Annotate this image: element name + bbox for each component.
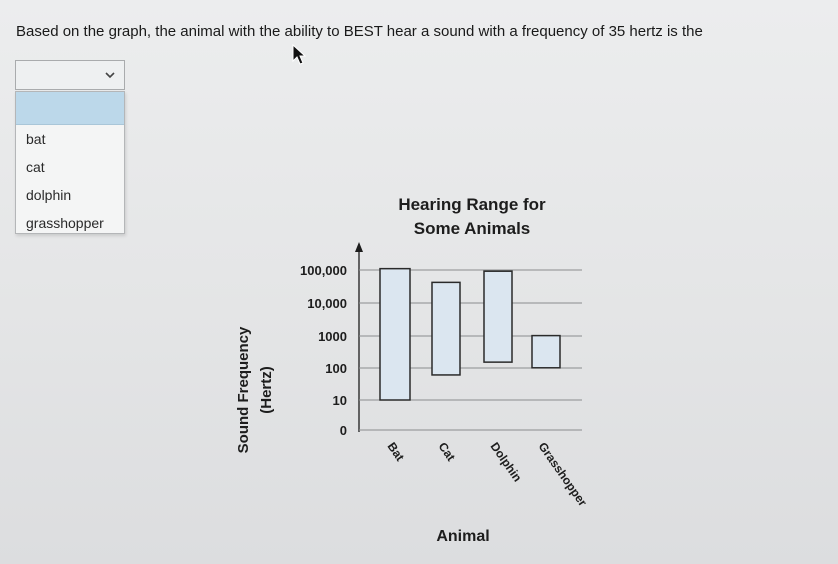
chart-title-line-2: Some Animals	[414, 219, 531, 238]
y-tick-label: 1000	[318, 329, 347, 344]
dropdown-highlighted-option[interactable]	[16, 92, 124, 125]
y-tick-label: 100	[325, 361, 347, 376]
dropdown-option-bat[interactable]: bat	[26, 131, 46, 147]
bar-dolphin	[483, 270, 513, 363]
y-axis-label-line-2: (Hertz)	[258, 366, 275, 414]
dropdown-option-dolphin[interactable]: dolphin	[26, 187, 72, 203]
dropdown-option-cat[interactable]: cat	[26, 159, 45, 175]
x-tick-label: Dolphin	[488, 440, 525, 485]
mouse-cursor-icon	[292, 44, 306, 65]
x-tick-label: Cat	[436, 440, 459, 464]
y-axis-arrow-icon	[355, 242, 363, 252]
question-text: Based on the graph, the animal with the …	[16, 23, 703, 40]
bar-grasshopper	[531, 334, 561, 369]
x-axis-label: Animal	[436, 528, 489, 545]
y-tick-label: 0	[340, 423, 347, 438]
hearing-range-chart: Hearing Range for Some Animals Sound Fre…	[235, 195, 590, 545]
y-tick-label: 10	[333, 393, 347, 408]
y-tick-label: 100,000	[300, 263, 347, 278]
chevron-down-icon	[105, 72, 115, 79]
chart-bars	[379, 267, 561, 401]
dropdown-option-grasshopper[interactable]: grasshopper	[26, 215, 104, 231]
bar-bat	[379, 267, 411, 401]
bar-cat	[431, 281, 461, 376]
answer-dropdown[interactable]	[15, 60, 125, 90]
y-axis-label-line-1: Sound Frequency	[235, 326, 252, 453]
chart-category-labels: Bat Cat Dolphin Grasshopper	[385, 440, 590, 509]
y-tick-label: 10,000	[307, 296, 347, 311]
x-tick-label: Bat	[385, 440, 408, 464]
x-tick-label: Grasshopper	[536, 440, 590, 509]
chart-title-line-1: Hearing Range for	[398, 195, 546, 214]
chart-y-ticks: 0 10 100 1000 10,000 100,000	[300, 263, 347, 438]
dropdown-menu: bat cat dolphin grasshopper	[15, 91, 125, 234]
